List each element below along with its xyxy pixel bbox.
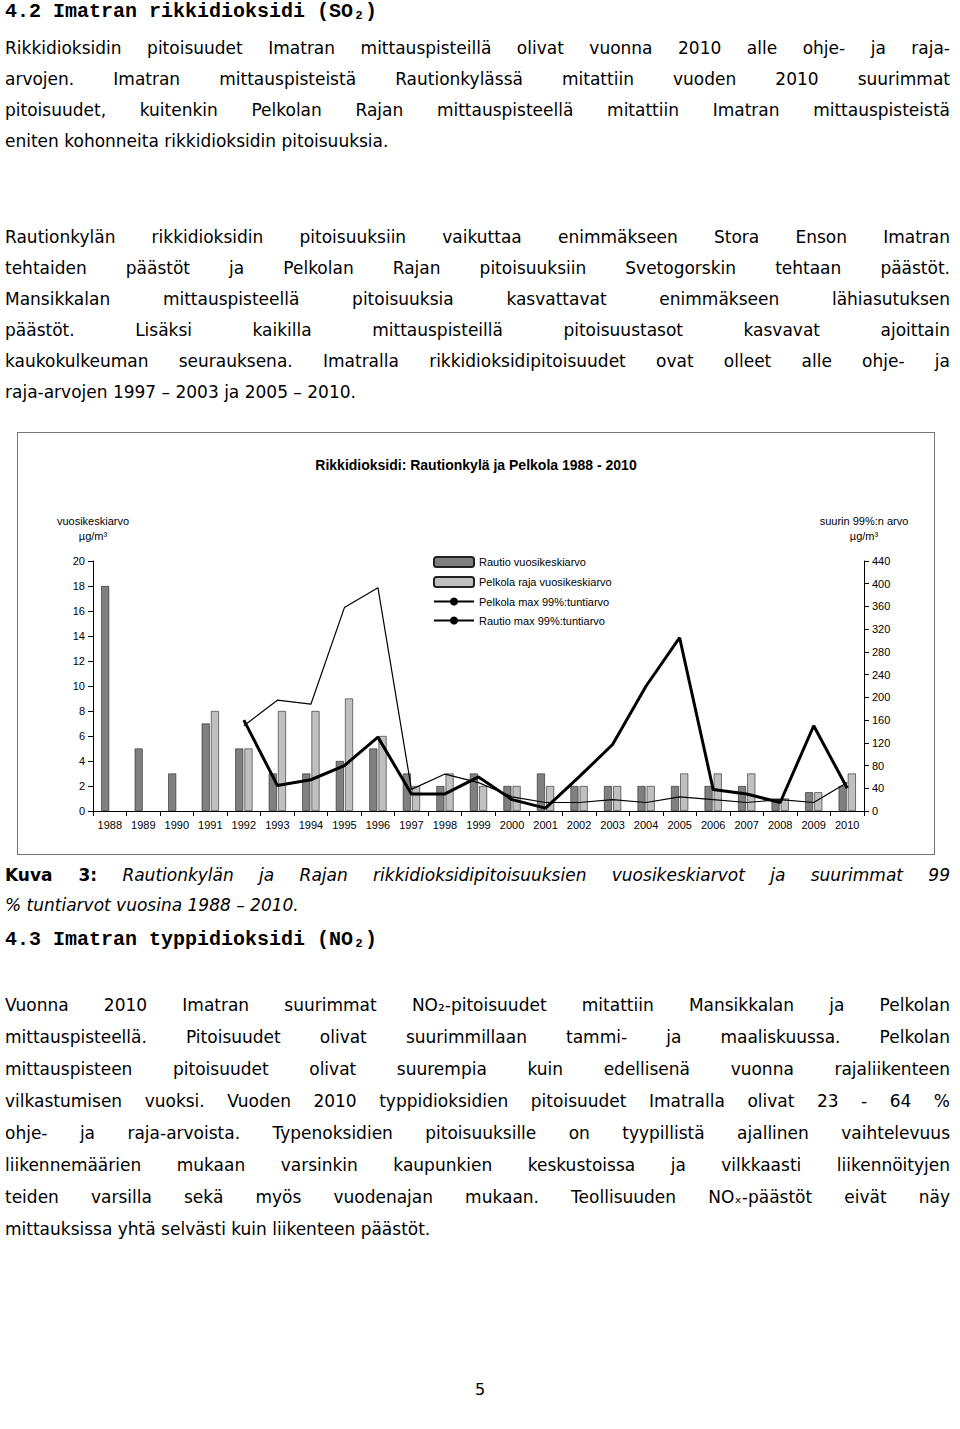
- html-text:5: 5: [474, 1380, 486, 1399]
- svg-text:1991: 1991: [198, 819, 222, 831]
- html-text:liikennemäärien mukaan varsink: liikennemäärien mukaan varsinkin kaupunk…: [5, 1155, 950, 1175]
- svg-text:80: 80: [872, 760, 884, 772]
- html-text:% tuntiarvot vuosina 1988 – 20: % tuntiarvot vuosina 1988 – 2010.: [5, 895, 299, 915]
- svg-text:14: 14: [73, 630, 85, 642]
- svg-text:Pelkola raja vuosikeskiarvo: Pelkola raja vuosikeskiarvo: [479, 576, 612, 588]
- svg-text:160: 160: [872, 714, 890, 726]
- html-text:Rautionkylän rikkidioksidin pi: Rautionkylän rikkidioksidin pitoisuuksii…: [5, 227, 950, 247]
- svg-text:1998: 1998: [433, 819, 457, 831]
- html-text:raja-arvojen 1997 – 2003 ja 20: raja-arvojen 1997 – 2003 ja 2005 – 2010.: [5, 382, 356, 402]
- svg-text:18: 18: [73, 580, 85, 592]
- html-text:eniten kohonneita rikkidioksid: eniten kohonneita rikkidioksidin pitoisu…: [5, 131, 389, 151]
- svg-text:6: 6: [79, 730, 85, 742]
- svg-text:1988: 1988: [98, 819, 122, 831]
- svg-text:360: 360: [872, 600, 890, 612]
- svg-text:1999: 1999: [466, 819, 490, 831]
- svg-text:2001: 2001: [533, 819, 557, 831]
- svg-text:0: 0: [79, 805, 85, 817]
- svg-text:vuosikeskiarvo: vuosikeskiarvo: [57, 515, 129, 527]
- svg-text:1993: 1993: [265, 819, 289, 831]
- html-text:Mansikkalan mittauspisteellä p: Mansikkalan mittauspisteellä pitoisuuksi…: [5, 289, 950, 309]
- svg-text:Pelkola max 99%:tuntiarvo: Pelkola max 99%:tuntiarvo: [479, 596, 609, 608]
- svg-text:2005: 2005: [667, 819, 691, 831]
- svg-text:2000: 2000: [500, 819, 524, 831]
- html-text:pitoisuudet, kuitenkin Pelkola: pitoisuudet, kuitenkin Pelkolan Rajan mi…: [5, 100, 950, 120]
- html-text:teiden varsilla sekä myös vuod: teiden varsilla sekä myös vuodenajan muk…: [5, 1187, 950, 1207]
- svg-text:20: 20: [73, 555, 85, 567]
- svg-text:440: 440: [872, 555, 890, 567]
- svg-text:Rikkidioksidi: Rautionkylä ja: Rikkidioksidi: Rautionkylä ja Pelkola 19…: [315, 457, 637, 473]
- svg-text:0: 0: [872, 805, 878, 817]
- svg-text:8: 8: [79, 705, 85, 717]
- html-text:ohje- ja raja-arvoista. Typeno: ohje- ja raja-arvoista. Typenoksidien pi…: [5, 1123, 950, 1143]
- svg-text:2007: 2007: [734, 819, 758, 831]
- html-text:vilkastumisen vuoksi. Vuoden 2: vilkastumisen vuoksi. Vuoden 2010 typpid…: [5, 1091, 950, 1111]
- html-text:mittauspisteellä. Pitoisuudet: mittauspisteellä. Pitoisuudet olivat suu…: [5, 1027, 950, 1047]
- html-text:kaukokulkeuman seurauksena. Im: kaukokulkeuman seurauksena. Imatralla ri…: [5, 351, 950, 371]
- svg-text:400: 400: [872, 578, 890, 590]
- svg-text:12: 12: [73, 655, 85, 667]
- svg-text:1996: 1996: [366, 819, 390, 831]
- html-text:päästöt. Lisäksi kaikilla mitt: päästöt. Lisäksi kaikilla mittauspisteil…: [5, 320, 950, 340]
- svg-text:10: 10: [73, 680, 85, 692]
- html-text:Kuva 3: Rautionkylän ja Rajan: Kuva 3: Rautionkylän ja Rajan rikkidioks…: [5, 865, 950, 885]
- html-text:4.3 Imatran typpidioksidi (NO₂: 4.3 Imatran typpidioksidi (NO₂): [5, 928, 378, 951]
- html-text:Vuonna 2010 Imatran suurimmat: Vuonna 2010 Imatran suurimmat NO₂-pitois…: [5, 995, 950, 1015]
- svg-text:2003: 2003: [600, 819, 624, 831]
- svg-text:1992: 1992: [232, 819, 256, 831]
- svg-text:Rautio max 99%:tuntiarvo: Rautio max 99%:tuntiarvo: [479, 615, 605, 627]
- svg-text:2004: 2004: [634, 819, 658, 831]
- svg-text:120: 120: [872, 737, 890, 749]
- html-text:tehtaiden päästöt ja Pelkolan: tehtaiden päästöt ja Pelkolan Rajan pito…: [5, 258, 950, 278]
- svg-text:1995: 1995: [332, 819, 356, 831]
- svg-text:1989: 1989: [131, 819, 155, 831]
- svg-text:280: 280: [872, 646, 890, 658]
- svg-text:2002: 2002: [567, 819, 591, 831]
- svg-text:µg/m³: µg/m³: [79, 530, 108, 542]
- svg-text:320: 320: [872, 623, 890, 635]
- html-text:arvojen. Imatran mittauspistei: arvojen. Imatran mittauspisteistä Rautio…: [5, 69, 950, 89]
- html-text:mittauspisteen pitoisuudet oli: mittauspisteen pitoisuudet olivat suurem…: [5, 1059, 950, 1079]
- html-text:4.2 Imatran rikkidioksidi (SO₂: 4.2 Imatran rikkidioksidi (SO₂): [5, 0, 378, 23]
- svg-text:2006: 2006: [701, 819, 725, 831]
- svg-text:Rautio vuosikeskiarvo: Rautio vuosikeskiarvo: [479, 556, 586, 568]
- svg-text:4: 4: [79, 755, 85, 767]
- svg-text:2009: 2009: [801, 819, 825, 831]
- svg-text:µg/m³: µg/m³: [850, 530, 879, 542]
- svg-text:2008: 2008: [768, 819, 792, 831]
- svg-text:1990: 1990: [165, 819, 189, 831]
- svg-text:2010: 2010: [835, 819, 859, 831]
- svg-text:240: 240: [872, 669, 890, 681]
- svg-text:200: 200: [872, 691, 890, 703]
- svg-text:1994: 1994: [299, 819, 323, 831]
- html-text:mittauksissa yhtä selvästi kui: mittauksissa yhtä selvästi kuin liikente…: [5, 1219, 431, 1239]
- svg-text:40: 40: [872, 782, 884, 794]
- svg-text:2: 2: [79, 780, 85, 792]
- svg-text:suurin 99%:n arvo: suurin 99%:n arvo: [820, 515, 909, 527]
- svg-text:16: 16: [73, 605, 85, 617]
- html-text:Rikkidioksidin pitoisuudet Ima: Rikkidioksidin pitoisuudet Imatran mitta…: [5, 38, 950, 58]
- svg-text:1997: 1997: [399, 819, 423, 831]
